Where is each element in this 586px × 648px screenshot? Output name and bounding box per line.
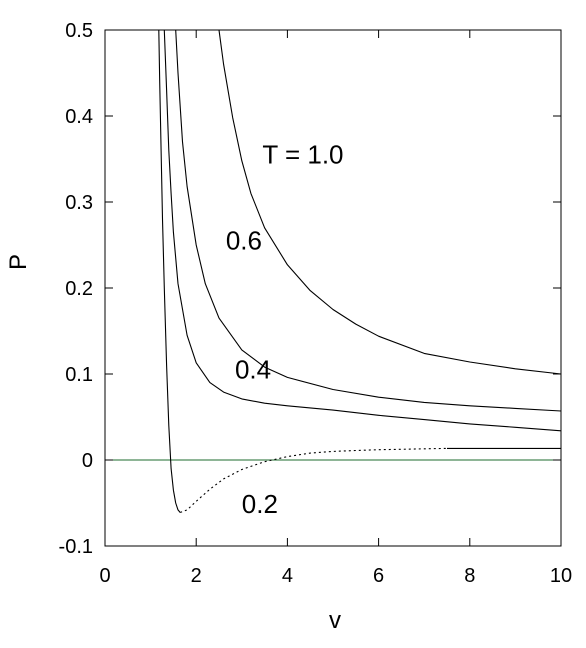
x-tick-label: 0 xyxy=(99,565,110,587)
isotherm-line-0 xyxy=(218,30,561,375)
curve-label-2: 0.4 xyxy=(235,355,271,385)
y-tick-label: 0.3 xyxy=(65,192,93,214)
x-tick-label: 4 xyxy=(282,565,293,587)
isotherm-line-2 xyxy=(163,30,561,432)
y-tick-label: -0.1 xyxy=(59,536,93,558)
y-tick-label: 0.1 xyxy=(65,364,93,386)
isotherm-line-4 xyxy=(180,447,448,514)
isotherm-line-3 xyxy=(158,30,181,513)
isotherm-line-1 xyxy=(175,30,561,412)
x-tick-label: 6 xyxy=(373,565,384,587)
x-tick-label: 8 xyxy=(464,565,475,587)
curve-label-0: T = 1.0 xyxy=(262,140,343,170)
y-tick-label: 0.4 xyxy=(65,106,93,128)
y-tick-label: 0 xyxy=(82,450,93,472)
y-tick-label: 0.2 xyxy=(65,278,93,300)
x-tick-label: 2 xyxy=(191,565,202,587)
y-tick-label: 0.5 xyxy=(65,20,93,42)
y-axis-label: P xyxy=(5,254,32,270)
x-axis-label: v xyxy=(329,607,341,634)
curve-label-1: 0.6 xyxy=(226,226,262,256)
x-tick-label: 10 xyxy=(550,565,572,587)
plot-frame xyxy=(104,29,562,547)
curve-label-3: 0.2 xyxy=(242,489,278,519)
